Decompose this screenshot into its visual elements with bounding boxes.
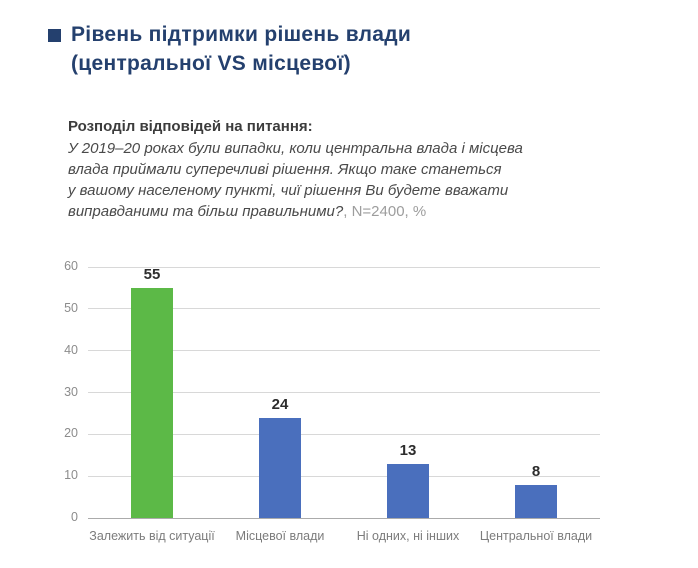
gridline: [88, 266, 600, 268]
y-tick-label: 20: [64, 426, 78, 441]
bar: [259, 417, 301, 518]
bar-value-label: 8: [531, 462, 541, 480]
y-tick-label: 60: [64, 259, 78, 273]
gridline: [88, 350, 600, 352]
x-tick-label: Місцевої влади: [235, 529, 325, 543]
question-line: У 2019–20 роках були випадки, коли центр…: [68, 140, 523, 157]
x-tick-label: Залежить від ситуації: [89, 529, 215, 543]
y-tick-label: 50: [64, 300, 78, 315]
question-line: влада приймали суперечливі рішення. Якщо…: [68, 161, 502, 178]
gridline: [88, 475, 600, 477]
y-tick-label: 0: [71, 510, 78, 524]
question-line: у вашому населеному пункті, чиї рішення …: [68, 182, 509, 199]
y-tick-label: 30: [64, 384, 78, 399]
bullet-square-icon: [48, 29, 61, 42]
page-title: Рівень підтримки рішень влади (центральн…: [48, 20, 411, 78]
bar-value-label: 13: [399, 441, 417, 459]
gridline: [88, 433, 600, 435]
bar: [131, 287, 173, 518]
gridline: [88, 308, 600, 310]
bar-value-label: 24: [271, 395, 289, 413]
page-title-line2: (центральної VS місцевої): [71, 52, 351, 75]
question-line-text: виправданими та більш правильними?: [68, 203, 344, 220]
y-tick-label: 10: [64, 468, 78, 483]
x-tick-label: Центральної влади: [479, 529, 593, 543]
bar: [515, 484, 557, 518]
gridline: [88, 392, 600, 393]
x-tick-label: Ні одних, ні інших: [356, 529, 460, 543]
bar-value-label: 55: [143, 265, 161, 283]
bar: [387, 463, 429, 518]
question-block: Розподіл відповідей на питання: У 2019–2…: [68, 116, 608, 222]
y-tick-label: 40: [64, 342, 78, 357]
question-lead: Розподіл відповідей на питання:: [68, 118, 313, 135]
page-title-line1: Рівень підтримки рішень влади: [71, 23, 412, 46]
x-axis-baseline: [88, 517, 600, 519]
sample-size-note: , N=2400, %: [343, 203, 427, 220]
question-line: виправданими та більш правильними?, N=24…: [68, 201, 608, 222]
page-title-text: Рівень підтримки рішень влади (центральн…: [71, 20, 411, 78]
